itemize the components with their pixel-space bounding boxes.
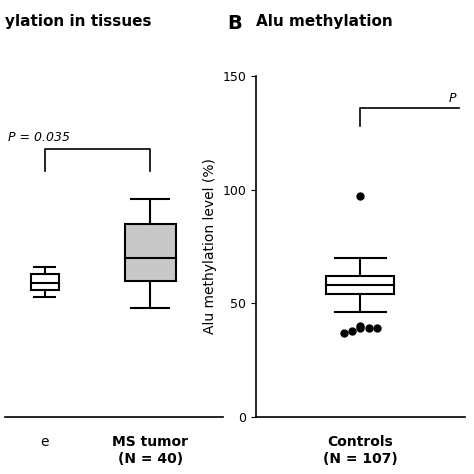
Text: Controls
(N = 107): Controls (N = 107) (323, 435, 398, 465)
Text: B: B (228, 14, 242, 33)
Text: P = 0.035: P = 0.035 (9, 131, 70, 144)
Bar (326, 276, 394, 294)
Text: MS tumor
(N = 40): MS tumor (N = 40) (112, 435, 188, 465)
Text: P: P (449, 92, 456, 105)
Bar (125, 224, 175, 281)
Bar (31, 274, 58, 290)
Text: ylation in tissues: ylation in tissues (5, 14, 151, 29)
Y-axis label: Alu methylation level (%): Alu methylation level (%) (203, 158, 217, 335)
Text: e: e (40, 435, 49, 449)
Text: Alu methylation: Alu methylation (256, 14, 393, 29)
